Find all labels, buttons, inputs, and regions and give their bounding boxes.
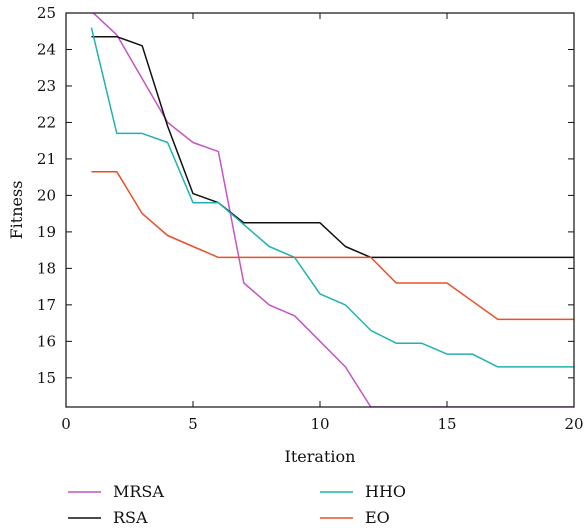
y-tick-label: 23 [37, 77, 56, 95]
y-tick-label: 25 [37, 4, 56, 22]
series-line-mrsa [92, 13, 574, 407]
legend-label-hho: HHO [365, 482, 406, 501]
y-tick-label: 17 [37, 296, 56, 314]
x-tick-label: 0 [61, 415, 71, 433]
y-tick-label: 20 [37, 186, 56, 204]
y-tick-label: 22 [37, 113, 56, 131]
plot-frame [65, 12, 575, 408]
x-tick-label: 10 [310, 415, 329, 433]
y-tick-label: 24 [37, 40, 56, 58]
y-tick-label: 16 [37, 332, 56, 350]
y-tick-label: 15 [37, 369, 56, 387]
legend: MRSA HHO RSA EO [68, 482, 406, 527]
x-axis-label: Iteration [285, 447, 356, 466]
legend-label-rsa: RSA [113, 508, 148, 527]
y-axis-label: Fitness [7, 181, 26, 240]
y-tick-label: 19 [37, 223, 56, 241]
x-tick-label: 20 [564, 415, 583, 433]
x-tick-label: 15 [437, 415, 456, 433]
y-tick-label: 21 [37, 150, 56, 168]
y-tick-label: 18 [37, 259, 56, 277]
legend-label-mrsa: MRSA [113, 482, 164, 501]
x-tick-label: 5 [188, 415, 198, 433]
series-line-rsa [91, 35, 574, 259]
series-line-hho [90, 27, 574, 368]
legend-label-eo: EO [365, 508, 390, 527]
series-lines [90, 13, 574, 407]
series-line-eo [91, 170, 574, 321]
axis-ticks: 0 5 10 15 20 15 16 17 18 19 20 21 22 23 24 25 [37, 4, 584, 433]
